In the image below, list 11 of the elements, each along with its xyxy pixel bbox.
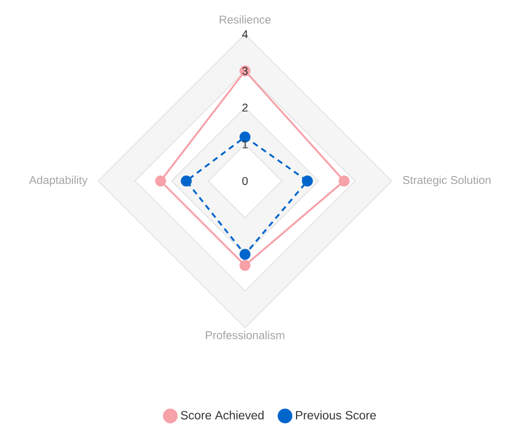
spoke-label: Professionalism: [206, 330, 284, 340]
y-tick-label: 4: [242, 30, 248, 38]
spoke-label: Strategic Solution: [402, 176, 490, 186]
y-tick-label: 2: [242, 104, 248, 112]
y-tick-label: 1: [242, 140, 248, 148]
legend-label: Previous Score: [296, 410, 376, 420]
y-tick-label: 3: [242, 66, 248, 75]
spoke-label: Resilience: [220, 15, 271, 24]
spoke-label: Adaptability: [29, 176, 88, 186]
legend-label: Score Achieved: [180, 410, 264, 420]
y-tick-label: 0: [242, 176, 248, 186]
